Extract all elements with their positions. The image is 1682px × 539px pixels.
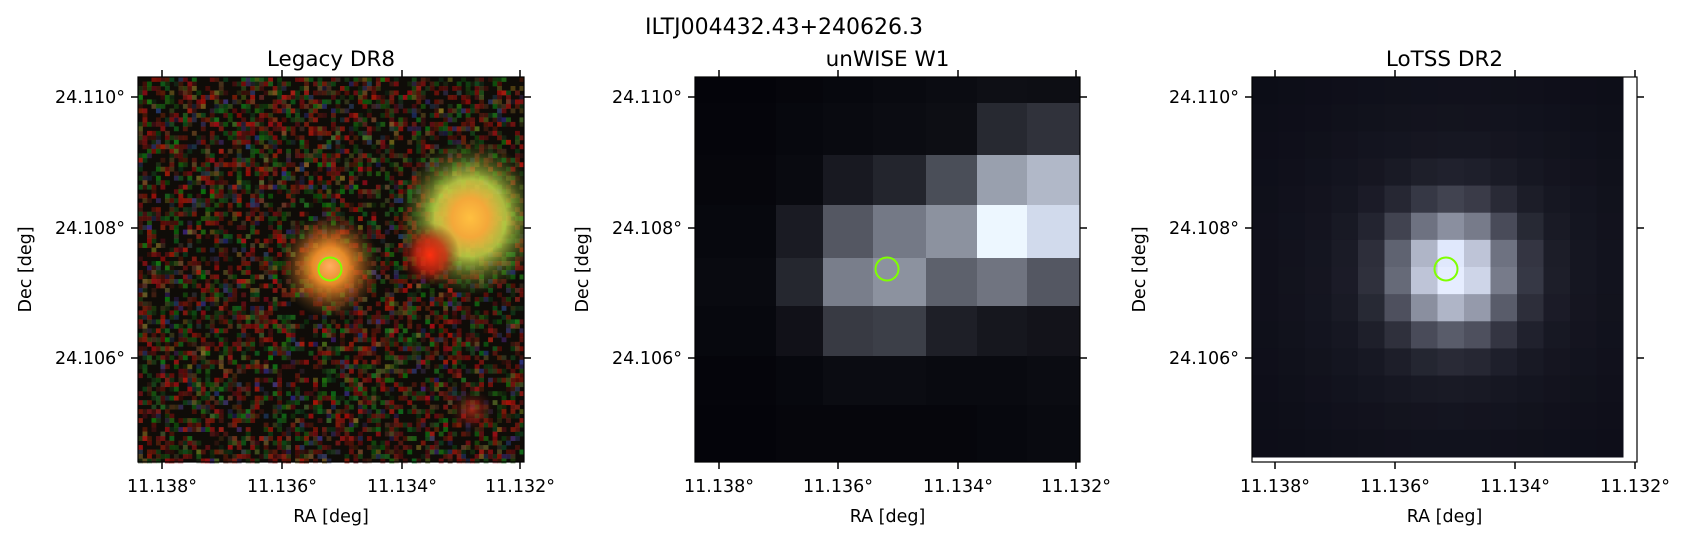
y-tick-label: 24.108°	[55, 219, 125, 239]
x-tick-label: 11.138°	[1240, 477, 1310, 497]
panel-2: 11.138° 11.136° 11.134° 11.132° 24.110° 24.10…	[573, 47, 1111, 527]
y-tick-label: 24.110°	[612, 88, 682, 108]
x-tick-label: 11.134°	[1480, 477, 1550, 497]
faint-source	[450, 390, 494, 430]
legacy-sources	[280, 140, 524, 430]
panel-3: 11.138° 11.136° 11.134° 11.132° 24.110° 24.10…	[1130, 47, 1670, 527]
source-marker-circle	[317, 256, 343, 282]
target-source	[280, 214, 380, 318]
y-tick-label: 24.106°	[1169, 349, 1239, 369]
y-tick-label: 24.108°	[1169, 219, 1239, 239]
x-tick-label: 11.132°	[1041, 477, 1111, 497]
x-tick-label: 11.136°	[1360, 477, 1430, 497]
unwise-pixels	[695, 77, 1081, 463]
x-tick-label: 11.138°	[127, 477, 197, 497]
lotss-pixels	[1252, 77, 1624, 458]
source-marker-circle	[1433, 256, 1459, 282]
axes-frame	[137, 76, 525, 463]
y-axis-label: Dec [deg]	[573, 226, 593, 312]
x-axis-label: RA [deg]	[293, 507, 369, 527]
panel-title: LoTSS DR2	[1386, 47, 1503, 72]
y-tick-label: 24.110°	[55, 88, 125, 108]
panel-title: Legacy DR8	[267, 47, 395, 72]
x-tick-label: 11.134°	[367, 477, 437, 497]
x-tick-label: 11.134°	[923, 477, 993, 497]
y-axis-label: Dec [deg]	[1130, 226, 1150, 312]
panels-layer: 11.138° 11.136° 11.134° 11.132° 24.110° 24.10…	[16, 47, 1670, 527]
y-tick-label: 24.106°	[55, 349, 125, 369]
red-source	[400, 223, 460, 287]
x-axis-label: RA [deg]	[850, 507, 926, 527]
y-tick-label: 24.110°	[1169, 88, 1239, 108]
y-tick-label: 24.108°	[612, 219, 682, 239]
x-tick-label: 11.132°	[1600, 477, 1670, 497]
panel-title: unWISE W1	[826, 47, 950, 72]
x-tick-label: 11.136°	[247, 477, 317, 497]
x-tick-label: 11.132°	[485, 477, 555, 497]
panel-1: 11.138° 11.136° 11.134° 11.132° 24.110° 24.10…	[16, 47, 555, 527]
y-axis-label: Dec [deg]	[16, 226, 36, 312]
axes-frame	[694, 76, 1081, 463]
source-marker-circle	[874, 256, 900, 282]
figure-title: ILTJ004432.43+240626.3	[645, 15, 923, 40]
x-tick-label: 11.138°	[684, 477, 754, 497]
x-axis-label: RA [deg]	[1407, 507, 1483, 527]
y-tick-label: 24.106°	[612, 349, 682, 369]
axes-frame	[1251, 76, 1638, 463]
x-tick-label: 11.136°	[803, 477, 873, 497]
